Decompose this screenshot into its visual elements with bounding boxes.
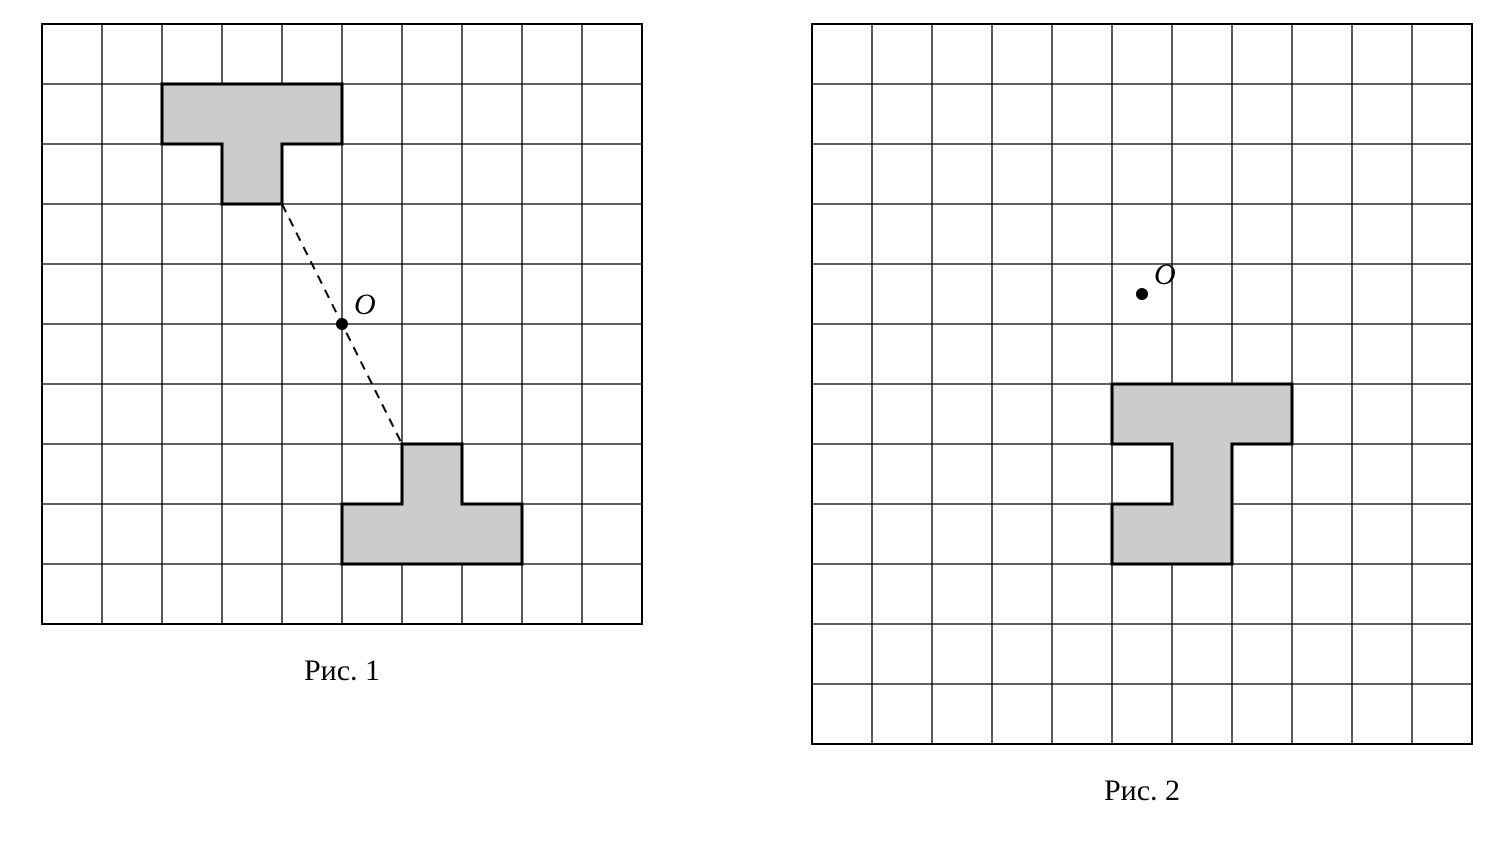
point-o-label: O [1154,258,1176,291]
figure-2: O Рис. 2 [810,22,1474,808]
figure-2-caption: Рис. 2 [1104,774,1180,808]
figure-2-svg: O [810,22,1474,746]
figure-1: O Рис. 1 [40,22,644,688]
figure-1-svg: O [40,22,644,626]
page: O Рис. 1 O Рис. 2 [0,0,1507,858]
figure-1-caption: Рис. 1 [304,654,380,688]
point-o-label: O [354,288,376,321]
